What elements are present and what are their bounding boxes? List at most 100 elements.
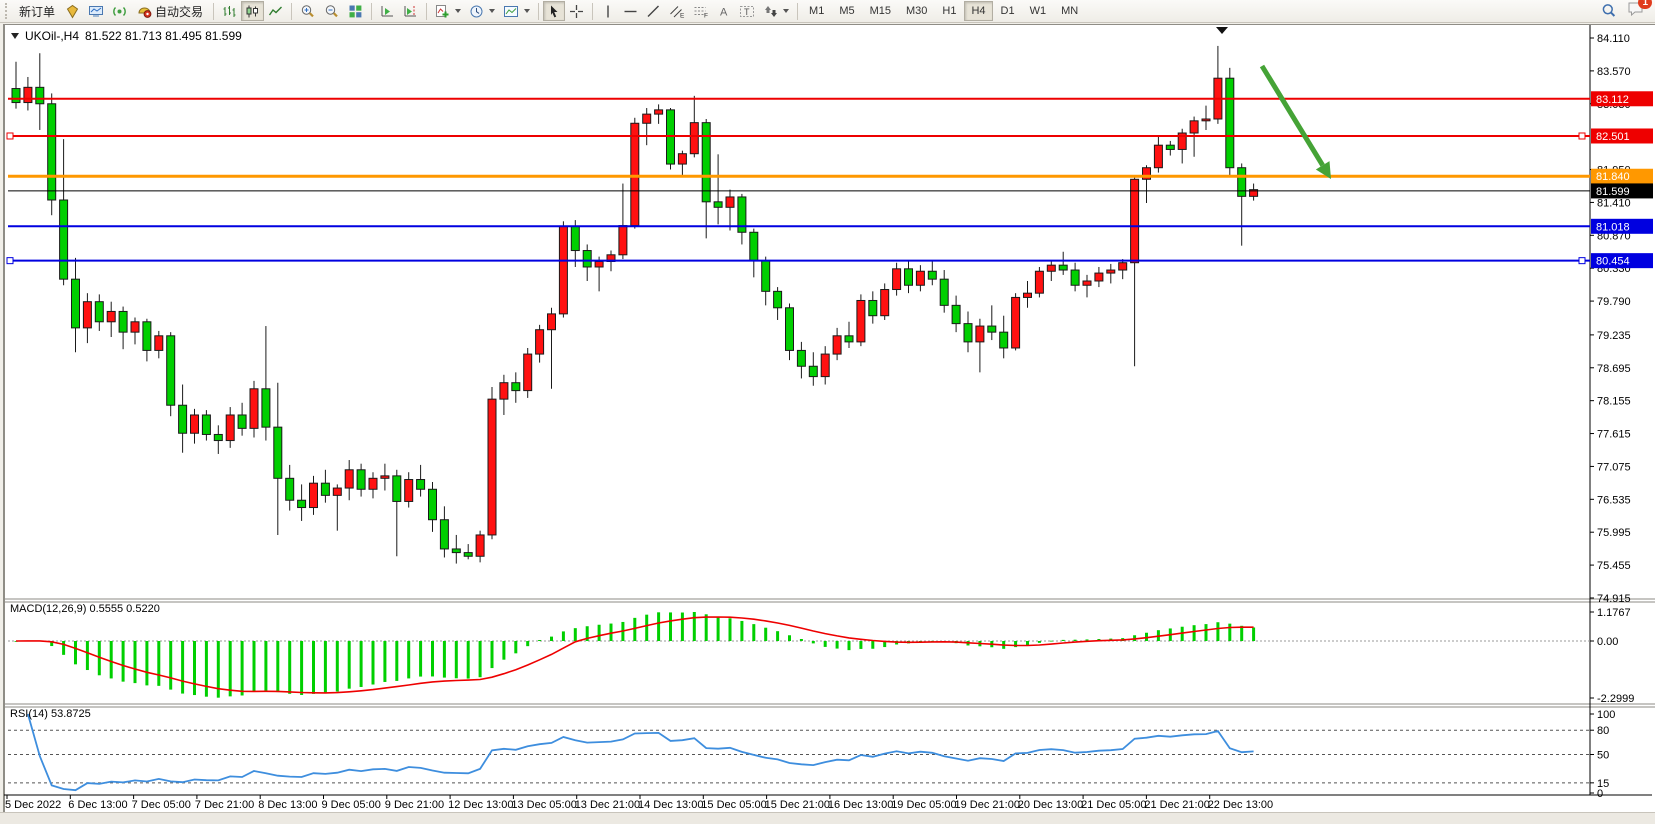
candle-body bbox=[535, 329, 545, 355]
dropdown-caret bbox=[783, 9, 790, 13]
toolbar-separator bbox=[426, 2, 428, 20]
macd-bar bbox=[752, 624, 756, 641]
crosshair-button[interactable] bbox=[565, 1, 588, 21]
candle-body bbox=[1142, 167, 1151, 180]
cursor-arrow-icon bbox=[551, 5, 558, 17]
svg-text:84.110: 84.110 bbox=[1597, 33, 1630, 45]
candle-body bbox=[963, 323, 973, 343]
candle-body bbox=[927, 270, 937, 280]
templates-button[interactable] bbox=[499, 1, 534, 21]
line-handle[interactable] bbox=[6, 257, 14, 265]
timeframe-M5[interactable]: M5 bbox=[832, 1, 861, 21]
macd-bar bbox=[1252, 627, 1256, 641]
chevron-down-icon[interactable] bbox=[11, 33, 19, 39]
level-lines[interactable]: 83.112 82.501 81.840 81.018 80.454 bbox=[6, 91, 1653, 269]
macd-bar bbox=[526, 641, 530, 647]
svg-text:16 Dec 13:00: 16 Dec 13:00 bbox=[828, 799, 893, 811]
timeframe-MN[interactable]: MN bbox=[1054, 1, 1085, 21]
equidistant-channel-button[interactable]: E bbox=[665, 1, 689, 21]
macd-bar bbox=[478, 641, 482, 678]
vertical-line-button[interactable] bbox=[597, 1, 619, 21]
auto-trading-button[interactable]: 自动交易 bbox=[131, 1, 209, 21]
line-handle[interactable] bbox=[1578, 257, 1586, 265]
zoom-in-button[interactable] bbox=[296, 1, 320, 21]
macd-bar bbox=[169, 641, 173, 690]
horizontal-line-button[interactable] bbox=[619, 1, 642, 21]
macd-bar bbox=[97, 641, 101, 676]
zoom-out-button[interactable] bbox=[320, 1, 344, 21]
candle-body bbox=[737, 196, 747, 233]
pane-separators[interactable] bbox=[4, 598, 1655, 708]
macd-bar bbox=[776, 631, 780, 641]
candles bbox=[11, 45, 1259, 564]
timeframe-D1[interactable]: D1 bbox=[994, 1, 1022, 21]
timeframe-W1[interactable]: W1 bbox=[1023, 1, 1054, 21]
macd-bar bbox=[347, 641, 351, 689]
periods-button[interactable] bbox=[465, 1, 499, 21]
new-order-button[interactable]: 新订单 bbox=[13, 1, 61, 21]
timeframe-M30[interactable]: M30 bbox=[899, 1, 934, 21]
macd-bar bbox=[1204, 624, 1208, 641]
svg-text:81.840: 81.840 bbox=[1596, 171, 1630, 183]
scroll-to-end-marker[interactable] bbox=[1216, 27, 1228, 34]
line-chart-button[interactable] bbox=[264, 1, 287, 21]
bars-chart-button[interactable] bbox=[218, 1, 241, 21]
timeframe-M1[interactable]: M1 bbox=[802, 1, 831, 21]
svg-text:RSI(14) 53.8725: RSI(14) 53.8725 bbox=[10, 708, 91, 720]
search-button[interactable] bbox=[1597, 1, 1621, 21]
candle-body bbox=[689, 122, 699, 155]
macd-bar bbox=[490, 641, 494, 669]
candle-body bbox=[130, 321, 140, 333]
auto-trading-label: 自动交易 bbox=[155, 4, 204, 19]
line-handle[interactable] bbox=[1578, 132, 1586, 140]
macd-bar bbox=[14, 641, 18, 642]
macd-bar bbox=[1085, 639, 1089, 641]
svg-text:19 Dec 05:00: 19 Dec 05:00 bbox=[891, 799, 956, 811]
macd-bar bbox=[157, 641, 161, 686]
metaeditor-button[interactable] bbox=[61, 1, 84, 21]
candle-body bbox=[166, 335, 176, 406]
arrows-button[interactable] bbox=[759, 1, 793, 21]
candle-body bbox=[880, 289, 890, 317]
candlestick-chart-button[interactable] bbox=[241, 1, 265, 21]
line-handle[interactable] bbox=[6, 132, 14, 140]
timeframe-M15[interactable]: M15 bbox=[863, 1, 898, 21]
arrows-shapes-icon bbox=[765, 5, 778, 17]
timeframe-H1[interactable]: H1 bbox=[935, 1, 963, 21]
candle-body bbox=[439, 519, 449, 550]
macd-bar bbox=[276, 641, 280, 693]
svg-text:5 Dec 2022: 5 Dec 2022 bbox=[5, 799, 61, 811]
candle-body bbox=[1249, 189, 1259, 197]
trendline-button[interactable] bbox=[642, 1, 665, 21]
svg-text:9 Dec 21:00: 9 Dec 21:00 bbox=[385, 799, 444, 811]
vertical-line-icon bbox=[607, 5, 609, 17]
toolbar-grip[interactable] bbox=[5, 3, 10, 19]
macd-bar bbox=[50, 641, 54, 647]
cursor-button[interactable] bbox=[543, 1, 566, 21]
candle-body bbox=[844, 335, 854, 343]
tile-windows-button[interactable] bbox=[344, 1, 367, 21]
broadcast-button[interactable] bbox=[108, 1, 131, 21]
macd-bar bbox=[109, 641, 113, 679]
svg-text:83.570: 83.570 bbox=[1597, 66, 1631, 78]
fibonacci-button[interactable]: F bbox=[689, 1, 713, 21]
macd-bar bbox=[1026, 641, 1029, 646]
chart-symbol-period: UKOil-,H4 bbox=[25, 29, 80, 43]
timeframe-H4[interactable]: H4 bbox=[964, 1, 993, 21]
candle-body bbox=[796, 349, 806, 367]
macd-bar bbox=[645, 614, 649, 641]
notifications-button[interactable]: 1 bbox=[1627, 0, 1652, 22]
candle-body bbox=[59, 199, 69, 280]
indicators-button[interactable] bbox=[431, 1, 465, 21]
text-button[interactable]: A bbox=[713, 1, 735, 21]
candle-body bbox=[1058, 264, 1068, 271]
chart-shift-button[interactable] bbox=[399, 1, 422, 21]
terminal-button[interactable] bbox=[84, 1, 108, 21]
candle-body bbox=[677, 153, 687, 165]
text-label-button[interactable]: T bbox=[735, 1, 759, 21]
trend-arrow-annotation[interactable] bbox=[1259, 64, 1331, 179]
auto-scroll-button[interactable] bbox=[376, 1, 399, 21]
candle-body bbox=[1094, 272, 1104, 282]
status-strip bbox=[0, 812, 1655, 824]
